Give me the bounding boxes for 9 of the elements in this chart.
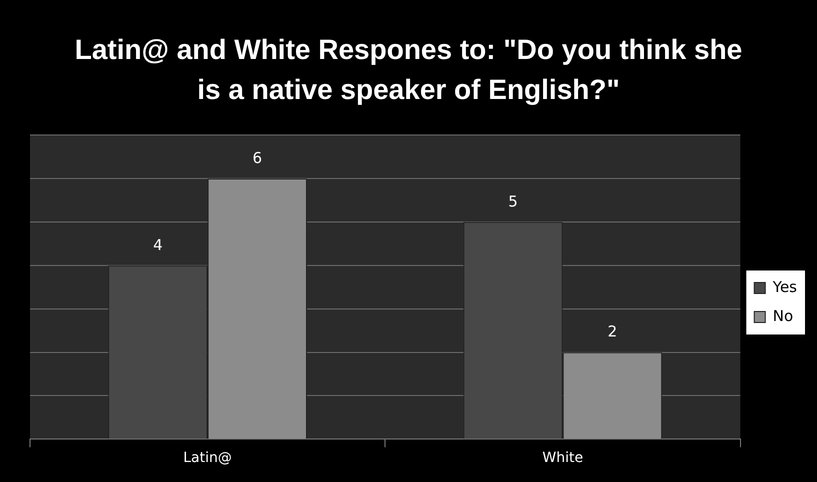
data-label: 4 bbox=[153, 236, 163, 254]
x-tick-label: White bbox=[542, 450, 584, 466]
x-tick-label: Latin@ bbox=[183, 450, 232, 466]
legend-label: Yes bbox=[772, 278, 798, 296]
data-label: 5 bbox=[508, 192, 518, 210]
data-label: 6 bbox=[252, 148, 262, 167]
legend-label: No bbox=[772, 306, 794, 325]
chart-title: Latin@ and White Respones to: "Do you think she is a native speaker of English?" bbox=[74, 33, 744, 107]
data-label: 2 bbox=[608, 322, 618, 341]
